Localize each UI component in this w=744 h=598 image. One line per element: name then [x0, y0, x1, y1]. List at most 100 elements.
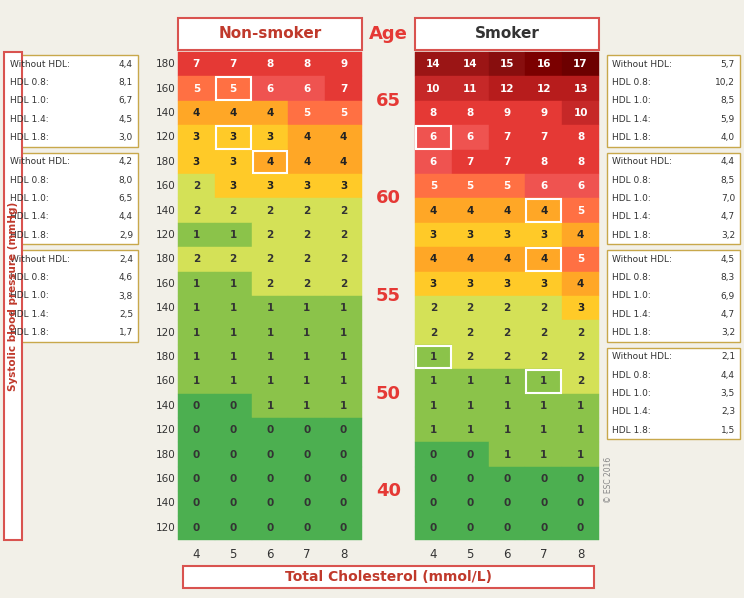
Bar [178, 199, 215, 223]
Text: 8,3: 8,3 [721, 273, 735, 282]
Bar [489, 174, 525, 199]
Text: 120: 120 [156, 523, 176, 533]
Text: HDL 1.0:: HDL 1.0: [612, 96, 651, 105]
Text: 1: 1 [266, 401, 274, 411]
Text: 7,0: 7,0 [721, 194, 735, 203]
Text: 2: 2 [504, 352, 510, 362]
Bar [251, 125, 289, 150]
Text: 7: 7 [466, 157, 474, 167]
Bar [178, 18, 362, 50]
Bar [452, 199, 489, 223]
Text: 2: 2 [230, 206, 237, 216]
Text: 1: 1 [430, 425, 437, 435]
Text: 120: 120 [156, 230, 176, 240]
Text: 6,9: 6,9 [721, 291, 735, 301]
Text: 7: 7 [229, 59, 237, 69]
Bar [452, 174, 489, 199]
Bar [525, 345, 562, 369]
Bar [325, 125, 362, 150]
Text: 1: 1 [504, 401, 510, 411]
Text: HDL 1.4:: HDL 1.4: [10, 310, 48, 319]
Bar [489, 199, 525, 223]
Text: 1: 1 [303, 376, 310, 386]
Text: 6: 6 [503, 548, 510, 561]
Bar [289, 77, 325, 101]
Bar [215, 296, 251, 321]
Text: 2: 2 [193, 254, 200, 264]
Bar [415, 174, 452, 199]
Bar [525, 223, 562, 247]
Text: 6,5: 6,5 [119, 194, 133, 203]
Bar [489, 321, 525, 345]
Text: 3: 3 [340, 181, 347, 191]
Text: 0: 0 [303, 523, 310, 533]
Text: 4,4: 4,4 [721, 371, 735, 380]
Text: 3: 3 [577, 303, 584, 313]
Text: HDL 1.8:: HDL 1.8: [612, 328, 651, 337]
Text: 12: 12 [500, 84, 514, 94]
Bar [289, 52, 325, 77]
Text: 5,7: 5,7 [721, 60, 735, 69]
Bar [489, 443, 525, 467]
Text: 2,1: 2,1 [721, 352, 735, 361]
Text: HDL 0.8:: HDL 0.8: [612, 273, 651, 282]
Bar [178, 369, 215, 393]
Text: 4: 4 [540, 206, 548, 216]
Text: 8: 8 [540, 157, 548, 167]
Text: 0: 0 [466, 498, 474, 508]
Text: 160: 160 [156, 474, 176, 484]
Text: 3: 3 [266, 132, 274, 142]
Text: 17: 17 [574, 59, 588, 69]
Text: HDL 0.8:: HDL 0.8: [10, 78, 49, 87]
Bar [215, 150, 251, 174]
Bar [416, 126, 451, 148]
Bar [525, 321, 562, 345]
Text: 0: 0 [430, 523, 437, 533]
Bar [289, 199, 325, 223]
Text: 3: 3 [540, 279, 548, 289]
Bar [251, 491, 289, 515]
Text: 11: 11 [463, 84, 478, 94]
Bar [178, 271, 215, 296]
Bar [452, 369, 489, 393]
Text: 4: 4 [466, 206, 474, 216]
Bar [525, 52, 562, 77]
Text: 3: 3 [230, 132, 237, 142]
Bar [415, 247, 452, 271]
Text: 4: 4 [303, 132, 310, 142]
Bar [415, 296, 452, 321]
Text: 1: 1 [193, 352, 200, 362]
Bar [562, 52, 599, 77]
Bar [215, 345, 251, 369]
Bar [415, 491, 452, 515]
Text: 0: 0 [303, 425, 310, 435]
Text: 6: 6 [303, 84, 310, 94]
Bar [607, 55, 740, 147]
Bar [325, 101, 362, 125]
Text: Smoker: Smoker [475, 26, 539, 41]
Bar [325, 467, 362, 491]
Bar [215, 467, 251, 491]
Bar [289, 418, 325, 443]
Text: 0: 0 [577, 474, 584, 484]
Text: 4: 4 [503, 254, 510, 264]
Text: 6: 6 [430, 157, 437, 167]
Bar [253, 151, 287, 173]
Text: 3,5: 3,5 [721, 389, 735, 398]
Text: 180: 180 [156, 352, 176, 362]
Text: 4: 4 [229, 108, 237, 118]
Text: Systolic blood pressure (mmHg): Systolic blood pressure (mmHg) [8, 202, 18, 390]
Bar [251, 199, 289, 223]
Text: 0: 0 [230, 450, 237, 460]
Text: 1: 1 [466, 376, 474, 386]
Text: 0: 0 [266, 474, 274, 484]
Bar [525, 467, 562, 491]
Bar [562, 467, 599, 491]
Bar [452, 321, 489, 345]
Text: 2: 2 [430, 303, 437, 313]
Text: 9: 9 [540, 108, 548, 118]
Text: 1: 1 [466, 425, 474, 435]
Text: 1: 1 [193, 230, 200, 240]
Bar [489, 515, 525, 540]
Bar [289, 515, 325, 540]
